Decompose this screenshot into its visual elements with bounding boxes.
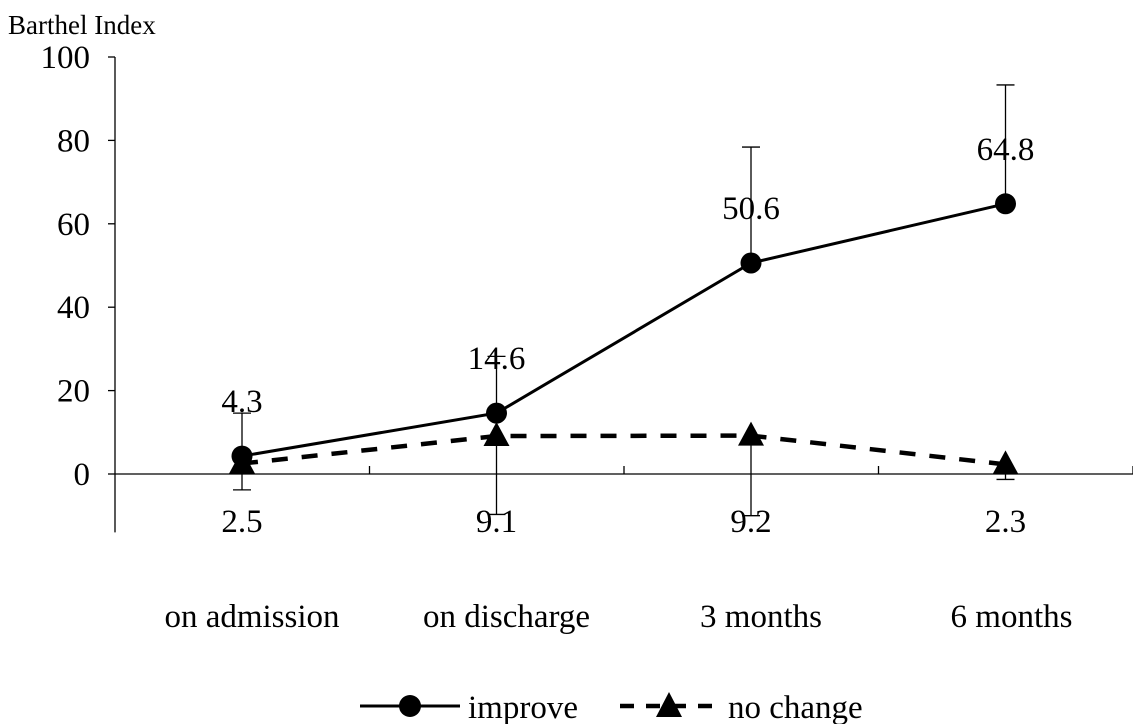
series-markers bbox=[229, 193, 1019, 475]
error-bars bbox=[233, 84, 1015, 517]
data-label: 2.3 bbox=[985, 504, 1026, 540]
series-line-improve bbox=[241, 202, 1006, 458]
category-label: on admission bbox=[164, 599, 339, 635]
series-line-no-change bbox=[241, 433, 1006, 467]
legend-label-improve: improve bbox=[468, 690, 578, 724]
data-label: 4.3 bbox=[221, 384, 262, 420]
triangle-marker bbox=[229, 449, 255, 474]
y-tick-label: 40 bbox=[57, 290, 90, 326]
circle-marker bbox=[995, 193, 1016, 215]
category-label: 3 months bbox=[700, 599, 822, 635]
y-tick-label: 20 bbox=[57, 374, 90, 410]
category-labels: on admission on discharge 3 months 6 months bbox=[164, 599, 1072, 635]
axes: 0 20 40 60 80 100 bbox=[41, 40, 1133, 533]
y-axis-label: Barthel Index bbox=[8, 10, 156, 40]
series-lines bbox=[241, 202, 1006, 467]
data-label: 50.6 bbox=[722, 191, 780, 227]
category-label: on discharge bbox=[423, 599, 590, 635]
triangle-marker bbox=[483, 422, 510, 447]
data-labels: 4.3 14.6 50.6 64.8 2.5 9.1 9.2 2.3 bbox=[221, 132, 1034, 540]
data-label: 64.8 bbox=[977, 132, 1035, 168]
data-label: 9.2 bbox=[730, 504, 771, 540]
y-tick-label: 100 bbox=[41, 40, 91, 76]
y-tick-label: 60 bbox=[57, 207, 90, 243]
y-tick-label: 0 bbox=[74, 457, 91, 493]
data-label: 14.6 bbox=[468, 341, 526, 377]
data-label: 9.1 bbox=[476, 504, 517, 540]
circle-marker bbox=[740, 252, 762, 274]
y-tick-label: 80 bbox=[57, 123, 90, 159]
category-label: 6 months bbox=[951, 599, 1073, 635]
triangle-marker bbox=[738, 421, 764, 446]
circle-marker bbox=[486, 402, 507, 424]
triangle-marker bbox=[992, 450, 1019, 475]
legend-marker-no-change bbox=[656, 692, 682, 717]
legend-label-no-change: no change bbox=[728, 690, 863, 724]
legend-marker-improve bbox=[399, 695, 421, 717]
data-label: 2.5 bbox=[221, 504, 262, 540]
legend: improve no change bbox=[360, 690, 863, 724]
